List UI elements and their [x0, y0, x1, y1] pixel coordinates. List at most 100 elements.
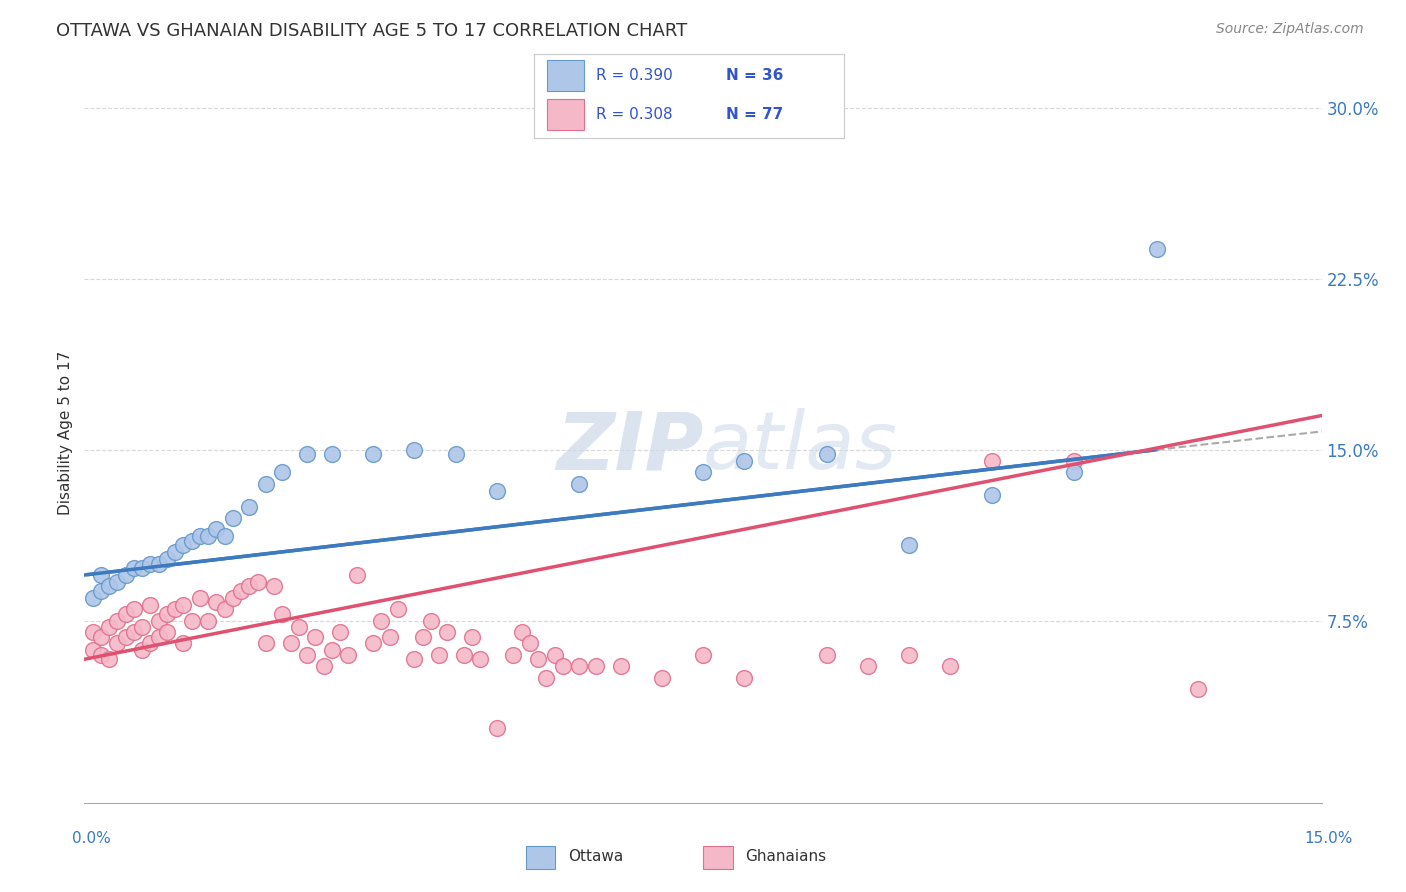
Point — [387, 602, 409, 616]
Point — [312, 659, 335, 673]
Point — [609, 659, 631, 673]
Point — [82, 591, 104, 605]
Point — [378, 630, 401, 644]
Point — [122, 624, 145, 639]
Point — [419, 614, 441, 628]
Point — [165, 602, 187, 616]
Point — [238, 500, 260, 514]
Point — [98, 579, 121, 593]
Point — [502, 648, 524, 662]
Point — [543, 648, 565, 662]
Bar — [547, 99, 583, 130]
Text: ZIP: ZIP — [555, 409, 703, 486]
Point — [412, 630, 434, 644]
Point — [856, 659, 879, 673]
Point — [188, 591, 211, 605]
Point — [148, 630, 170, 644]
Point — [139, 636, 162, 650]
Point — [105, 614, 128, 628]
Point — [461, 630, 484, 644]
Point — [82, 624, 104, 639]
Point — [304, 630, 326, 644]
Point — [214, 602, 236, 616]
Text: R = 0.390: R = 0.390 — [596, 68, 673, 83]
Point — [98, 652, 121, 666]
Point — [692, 466, 714, 480]
Text: 15.0%: 15.0% — [1305, 831, 1353, 846]
Point — [139, 557, 162, 571]
Point — [568, 659, 591, 673]
Point — [1063, 466, 1085, 480]
Text: R = 0.308: R = 0.308 — [596, 107, 672, 122]
Point — [114, 568, 136, 582]
Text: atlas: atlas — [703, 409, 898, 486]
Text: Ottawa: Ottawa — [568, 849, 623, 863]
Point — [815, 648, 838, 662]
Point — [156, 552, 179, 566]
Point — [105, 574, 128, 589]
Point — [980, 488, 1002, 502]
Point — [180, 614, 202, 628]
Point — [172, 538, 194, 552]
Point — [337, 648, 360, 662]
Point — [280, 636, 302, 650]
Point — [1187, 681, 1209, 696]
Bar — [547, 61, 583, 91]
Point — [156, 607, 179, 621]
Text: N = 36: N = 36 — [725, 68, 783, 83]
Point — [205, 523, 228, 537]
Point — [692, 648, 714, 662]
Point — [98, 620, 121, 634]
Point — [939, 659, 962, 673]
Point — [980, 454, 1002, 468]
Point — [898, 538, 921, 552]
Point — [246, 574, 269, 589]
Point — [188, 529, 211, 543]
Point — [271, 466, 294, 480]
Point — [222, 591, 245, 605]
Point — [90, 583, 112, 598]
Point — [165, 545, 187, 559]
Text: 0.0%: 0.0% — [72, 831, 111, 846]
Point — [214, 529, 236, 543]
Text: N = 77: N = 77 — [725, 107, 783, 122]
Point — [527, 652, 550, 666]
Point — [321, 643, 343, 657]
Point — [295, 648, 318, 662]
Point — [568, 476, 591, 491]
Point — [131, 643, 153, 657]
Point — [131, 620, 153, 634]
Point — [90, 648, 112, 662]
Point — [370, 614, 392, 628]
Point — [254, 636, 277, 650]
Point — [288, 620, 311, 634]
Point — [271, 607, 294, 621]
Y-axis label: Disability Age 5 to 17: Disability Age 5 to 17 — [58, 351, 73, 515]
Point — [453, 648, 475, 662]
Point — [404, 652, 426, 666]
Point — [361, 447, 384, 461]
Point — [470, 652, 492, 666]
Point — [346, 568, 368, 582]
Point — [156, 624, 179, 639]
Point — [172, 598, 194, 612]
Point — [436, 624, 458, 639]
Point — [105, 636, 128, 650]
Point — [361, 636, 384, 650]
Point — [485, 483, 508, 498]
Point — [519, 636, 541, 650]
Point — [815, 447, 838, 461]
Point — [180, 533, 202, 548]
Point — [197, 614, 219, 628]
Point — [485, 721, 508, 735]
Point — [1063, 454, 1085, 468]
Point — [898, 648, 921, 662]
Point — [122, 561, 145, 575]
Point — [122, 602, 145, 616]
Point — [733, 671, 755, 685]
Point — [148, 557, 170, 571]
Point — [733, 454, 755, 468]
Point — [329, 624, 352, 639]
Bar — [703, 846, 733, 869]
Point — [427, 648, 450, 662]
